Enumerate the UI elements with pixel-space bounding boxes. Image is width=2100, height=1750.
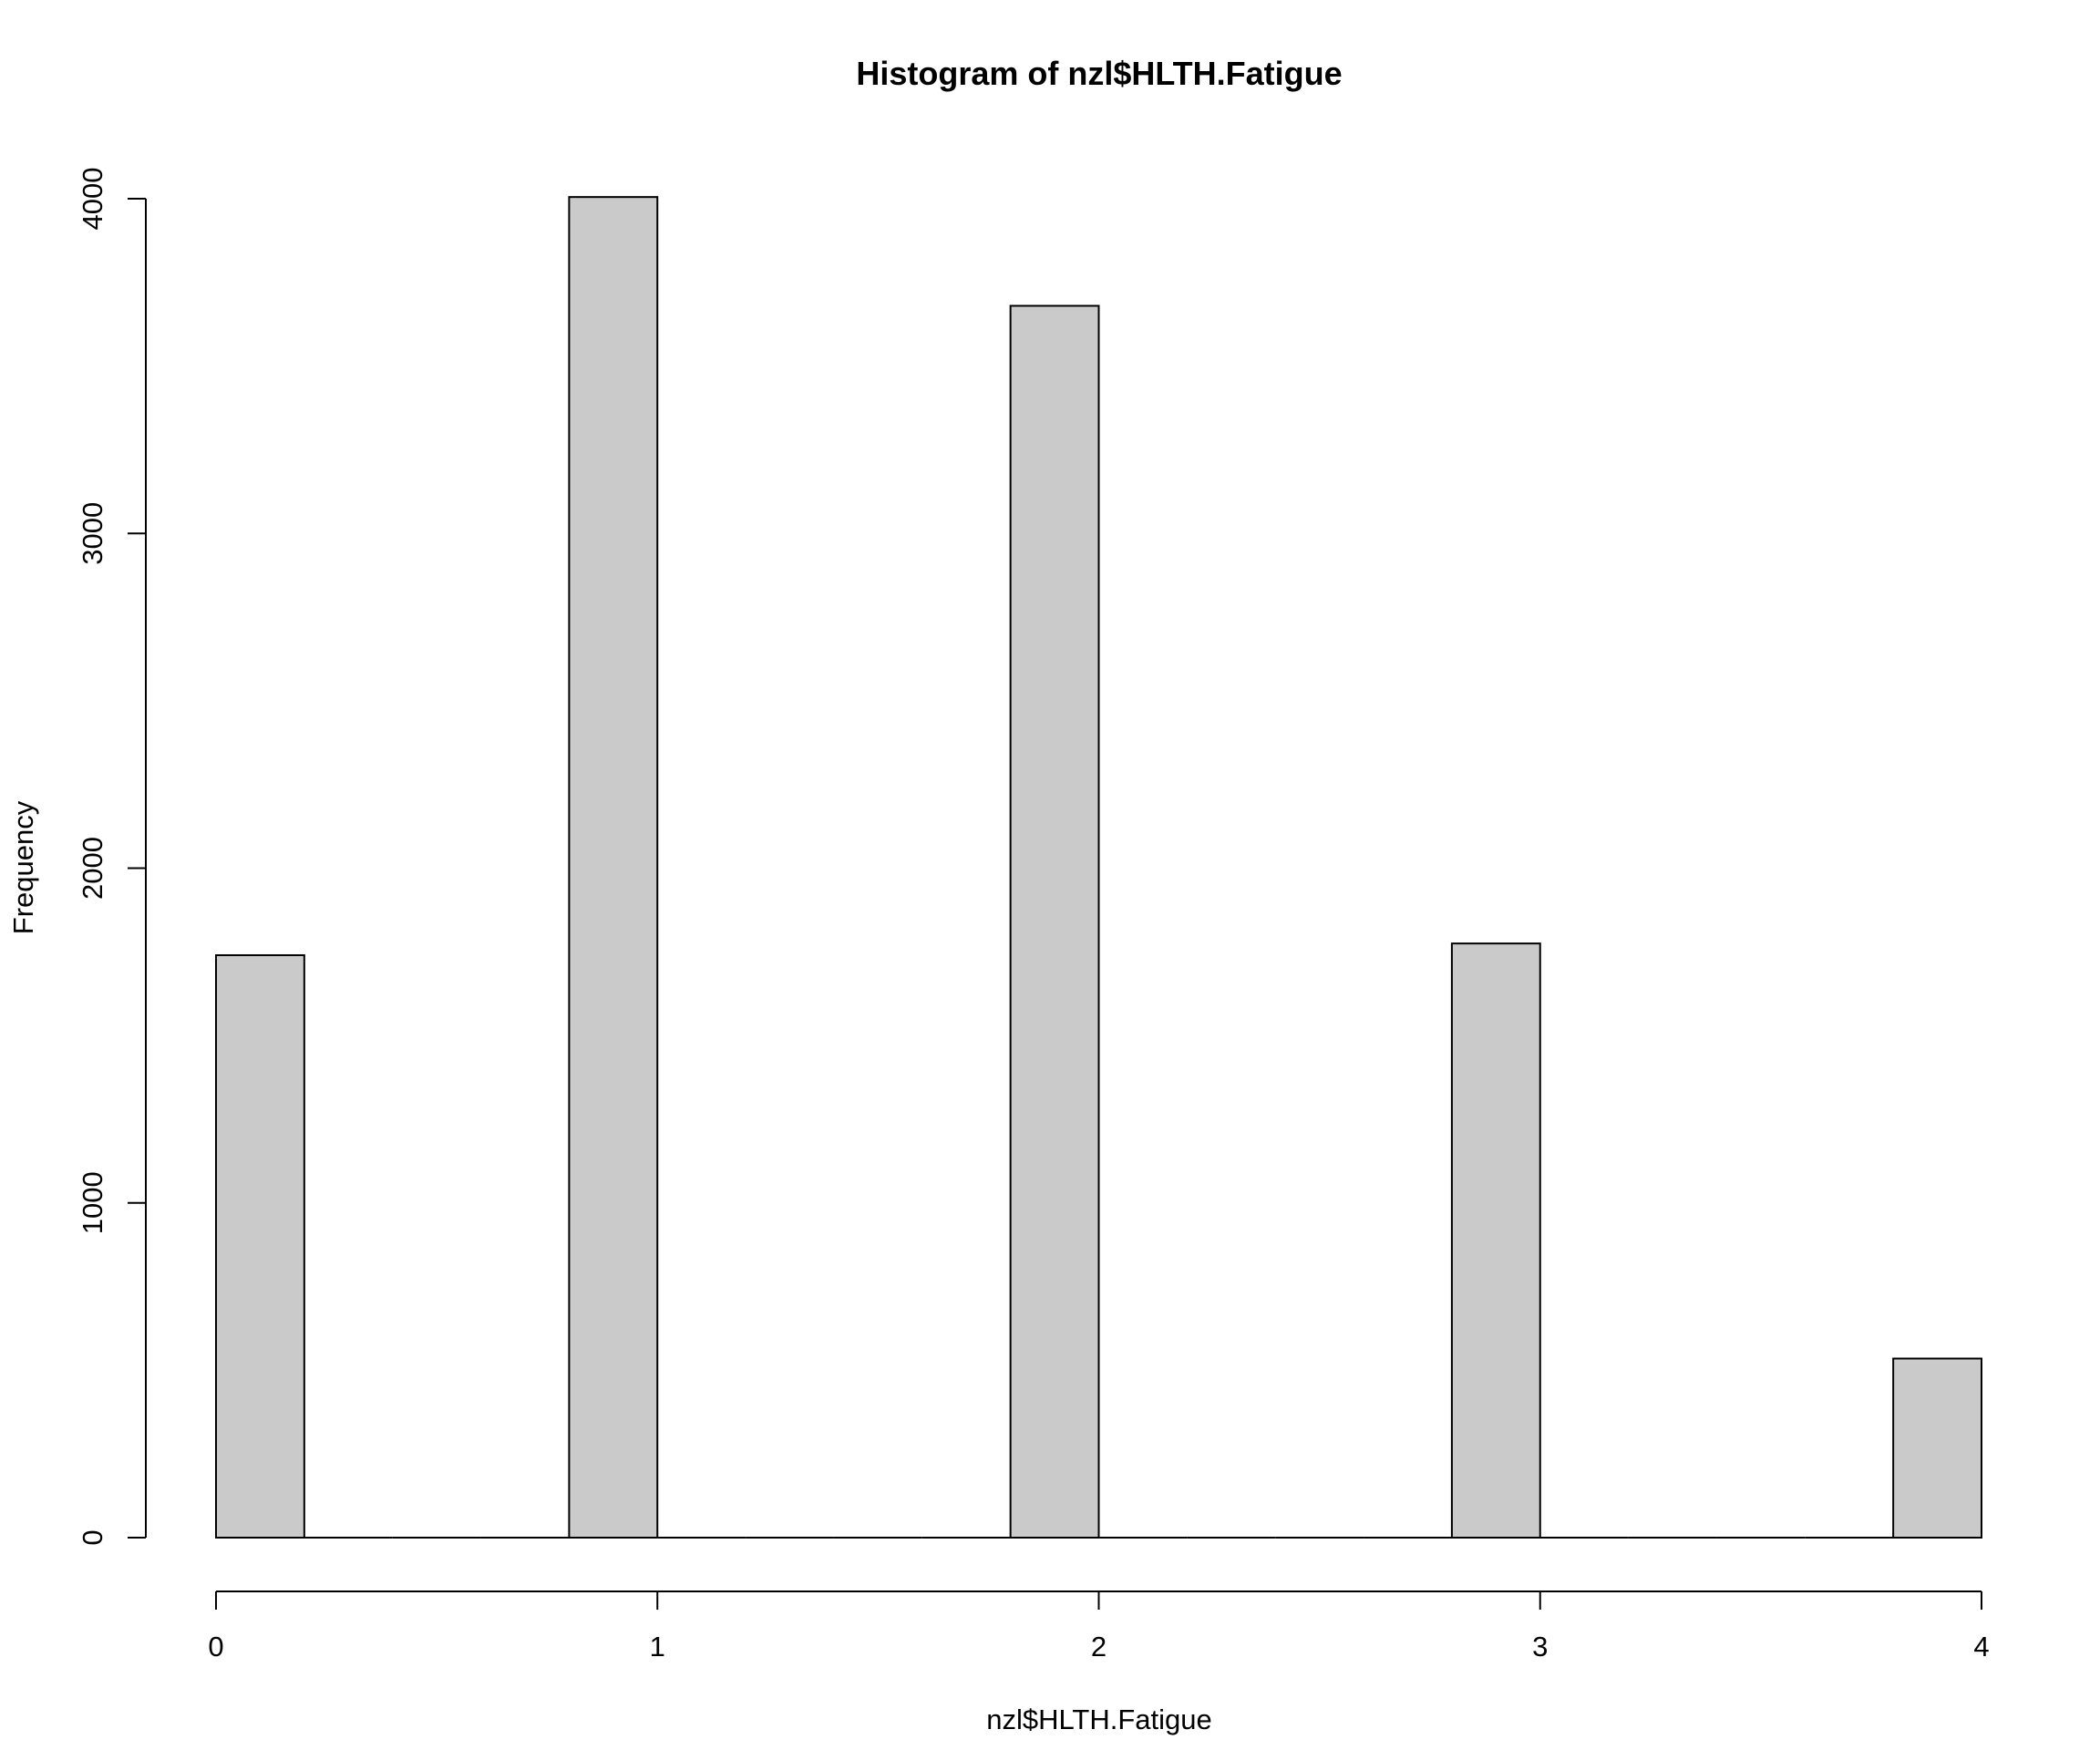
y-tick-label-4: 4000 [77,168,108,231]
histogram-bar-4 [568,196,659,1539]
x-tick-label-3: 3 [1532,1631,1548,1662]
y-tick-label-3: 3000 [77,502,108,565]
histogram-bar-19 [1892,1357,1982,1539]
x-tick-label-0: 0 [208,1631,223,1662]
x-tick-label-2: 2 [1091,1631,1107,1662]
x-axis: 0 1 2 3 4 [208,1590,1990,1662]
bars-group [215,196,1982,1539]
y-axis: 0 1000 2000 3000 4000 [77,168,147,1546]
y-axis-title: Frequency [7,800,39,934]
chart-title: Histogram of nzl$HLTH.Fatigue [856,55,1342,92]
y-tick-label-0: 0 [77,1529,108,1545]
histogram-bar-14 [1450,942,1541,1539]
histogram-bar-9 [1009,304,1100,1539]
x-axis-title: nzl$HLTH.Fatigue [986,1704,1212,1735]
y-tick-label-2: 2000 [77,837,108,900]
x-tick-label-4: 4 [1973,1631,1989,1662]
histogram-bar-0 [215,953,305,1539]
x-tick-label-1: 1 [650,1631,665,1662]
y-tick-label-1: 1000 [77,1171,108,1234]
